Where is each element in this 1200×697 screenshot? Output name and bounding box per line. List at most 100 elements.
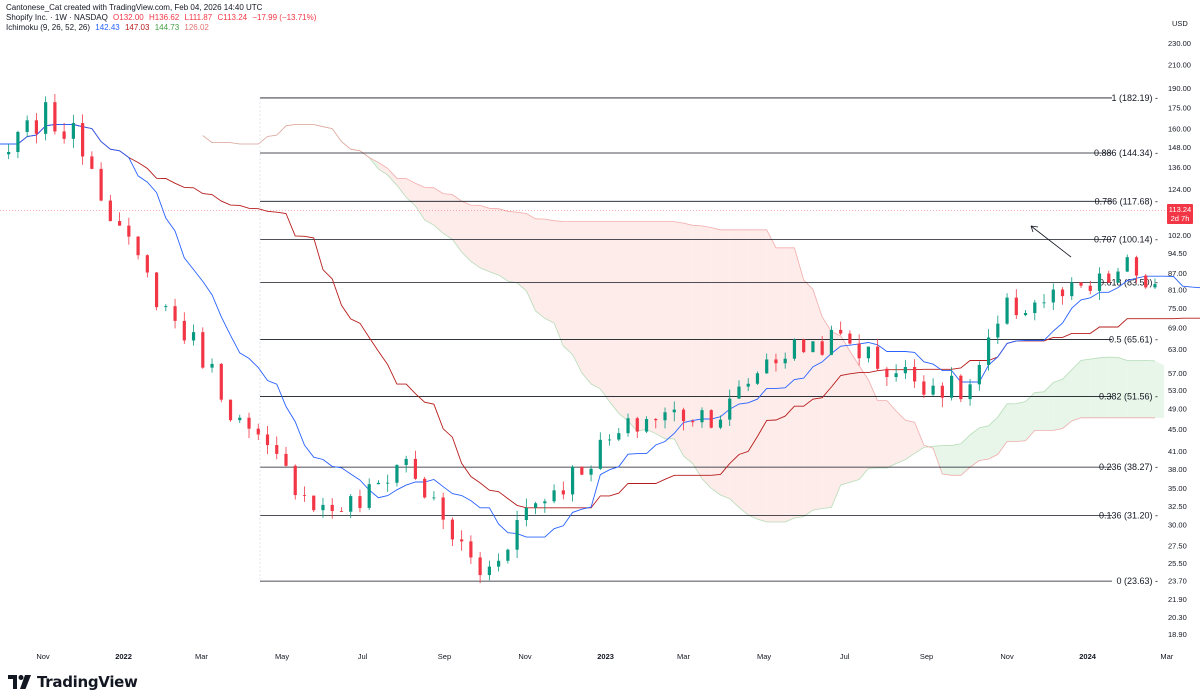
- conversion-value: 142.43: [95, 23, 120, 32]
- symbol-label[interactable]: Shopify Inc. · 1W · NASDAQ: [6, 13, 108, 22]
- cloud-bear-segment: [831, 331, 841, 508]
- candle-body: [885, 368, 889, 378]
- candle-body: [1033, 302, 1037, 314]
- indicator-name[interactable]: Ichimoku (9, 26, 52, 26): [6, 23, 91, 32]
- candle-body: [376, 482, 381, 485]
- candle-body: [34, 120, 38, 134]
- candle-body: [1005, 297, 1009, 324]
- candle-body: [478, 557, 482, 576]
- time-tick-label: Jul: [840, 652, 850, 661]
- cloud-bear-segment: [775, 247, 786, 522]
- candle-body: [635, 418, 639, 432]
- candle-body: [986, 337, 991, 365]
- candle-body: [81, 123, 85, 157]
- candle-body: [441, 497, 445, 520]
- time-tick-label: 2022: [115, 652, 132, 661]
- cloud-bear-segment: [452, 194, 462, 252]
- cloud-bear-segment: [674, 221, 684, 456]
- candle-body: [62, 131, 66, 139]
- fib-level-label: 0.786 (117.68) -: [1095, 196, 1158, 206]
- cloud-bull-segment: [1127, 360, 1137, 418]
- cloud-bull-segment: [1071, 360, 1082, 421]
- candle-body: [275, 445, 279, 454]
- ichimoku-cloud: [202, 124, 1165, 523]
- candle-body: [154, 272, 159, 308]
- time-axis: SepNov2022MarMayJulSepNov2023MarMayJulSe…: [36, 652, 1173, 661]
- cloud-bear-segment: [554, 220, 564, 347]
- cloud-bull-segment: [997, 403, 1008, 455]
- candle-body: [1134, 257, 1139, 276]
- price-tick-label: 21.90: [1168, 595, 1187, 604]
- candle-body: [1079, 282, 1083, 286]
- candle-body: [857, 343, 861, 359]
- candle-body: [765, 359, 769, 374]
- candle-body: [99, 168, 103, 201]
- candle-body: [922, 381, 926, 395]
- candle-body: [1060, 289, 1065, 297]
- cloud-bear-segment: [581, 221, 592, 384]
- fib-level-label: 0.236 (38.27) -: [1099, 462, 1158, 472]
- candle-body: [1116, 271, 1120, 283]
- candle-body: [312, 495, 316, 511]
- time-tick-label: May: [757, 652, 771, 661]
- cloud-bull-segment: [1062, 369, 1072, 429]
- cloud-bear-segment: [443, 193, 453, 240]
- cloud-bear-segment: [868, 379, 878, 469]
- candle-body: [644, 419, 649, 432]
- time-tick-label: Jul: [358, 652, 368, 661]
- cloud-bear-segment: [803, 279, 813, 517]
- cloud-bear-segment: [609, 221, 619, 414]
- candle-body: [25, 120, 29, 132]
- price-tick-label: 57.00: [1168, 369, 1187, 378]
- cloud-bear-segment: [914, 422, 924, 454]
- candle-body: [543, 501, 547, 504]
- base-value: 147.03: [124, 23, 150, 32]
- candle-body: [626, 418, 630, 434]
- tradingview-logo[interactable]: TradingView: [8, 672, 138, 692]
- cloud-bull-segment: [1034, 391, 1045, 431]
- cloud-bear-segment: [618, 221, 629, 422]
- candle-body: [691, 421, 695, 423]
- indicator-legend[interactable]: Ichimoku (9, 26, 52, 26) 142.43 147.03 1…: [6, 23, 212, 33]
- ohlc-legend[interactable]: Shopify Inc. · 1W · NASDAQ O132.00 H136.…: [6, 13, 319, 23]
- candle-body: [718, 419, 723, 428]
- cloud-bear-segment: [498, 208, 508, 282]
- cloud-bear-segment: [572, 221, 582, 373]
- time-tick-label: Nov: [518, 652, 532, 661]
- price-tick-label: 49.00: [1168, 405, 1187, 414]
- candle-body: [1042, 302, 1046, 304]
- candle-body: [700, 410, 704, 423]
- candle-body: [247, 417, 251, 429]
- candle-body: [164, 306, 168, 308]
- time-tick-label: Sep: [438, 652, 451, 661]
- cloud-bear-segment: [757, 229, 767, 522]
- candle-body: [117, 221, 122, 226]
- cloud-bull-segment: [1016, 401, 1026, 442]
- candle-body: [876, 346, 880, 369]
- ichimoku-lines: [0, 124, 1200, 538]
- cloud-bull-segment: [988, 417, 998, 460]
- candle-body: [755, 373, 760, 384]
- span-b-value: 126.02: [184, 23, 209, 32]
- candle-body: [182, 320, 186, 341]
- candle-body: [201, 332, 205, 368]
- candle-body: [330, 504, 334, 512]
- price-tick-label: 210.00: [1168, 60, 1191, 69]
- candle-body: [16, 131, 20, 153]
- price-tick-label: 94.50: [1168, 249, 1187, 258]
- candle-body: [931, 385, 935, 395]
- cloud-bear-segment: [748, 229, 758, 520]
- time-tick-label: Nov: [36, 652, 50, 661]
- candle-body: [968, 384, 972, 400]
- cloud-bull-segment: [1136, 360, 1146, 418]
- candle-body: [413, 458, 418, 479]
- cloud-bear-segment: [692, 225, 702, 479]
- time-tick-label: Mar: [677, 652, 690, 661]
- candle-body: [367, 484, 371, 508]
- cloud-bear-segment: [738, 229, 749, 516]
- cloud-bull-segment: [1025, 392, 1035, 441]
- time-tick-label: Mar: [1160, 652, 1173, 661]
- cloud-bear-segment: [711, 227, 721, 496]
- cloud-bear-segment: [526, 213, 536, 311]
